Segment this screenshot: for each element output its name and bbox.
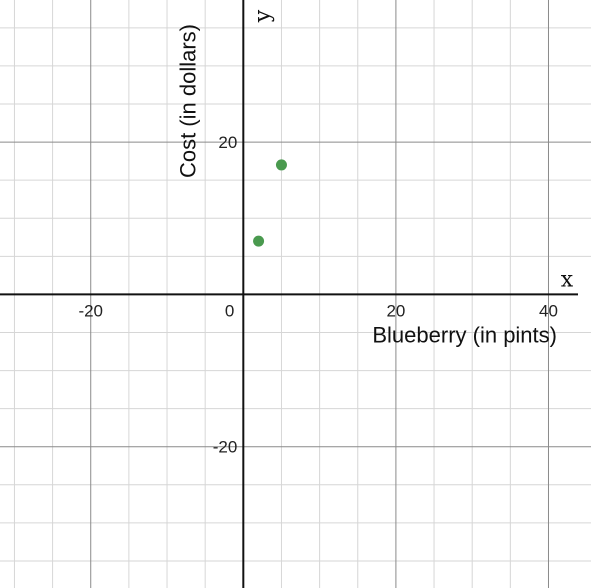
y-axis-title: Cost (in dollars) <box>175 24 200 178</box>
origin-label: 0 <box>225 301 234 320</box>
x-axis-symbol: x <box>561 267 574 292</box>
data-point <box>253 235 265 247</box>
y-axis-symbol: y <box>250 9 275 23</box>
tick-labels: -20 20 40 -20 20 0 <box>78 133 557 457</box>
y-tick-label: 20 <box>218 133 237 152</box>
y-tick-label: -20 <box>213 438 238 457</box>
x-axis-title: Blueberry (in pints) <box>372 322 557 347</box>
x-tick-label: 20 <box>386 301 405 320</box>
x-tick-label: -20 <box>78 301 103 320</box>
axes <box>0 0 578 588</box>
x-tick-label: 40 <box>539 301 558 320</box>
data-point <box>275 159 287 171</box>
data-points <box>253 159 287 247</box>
